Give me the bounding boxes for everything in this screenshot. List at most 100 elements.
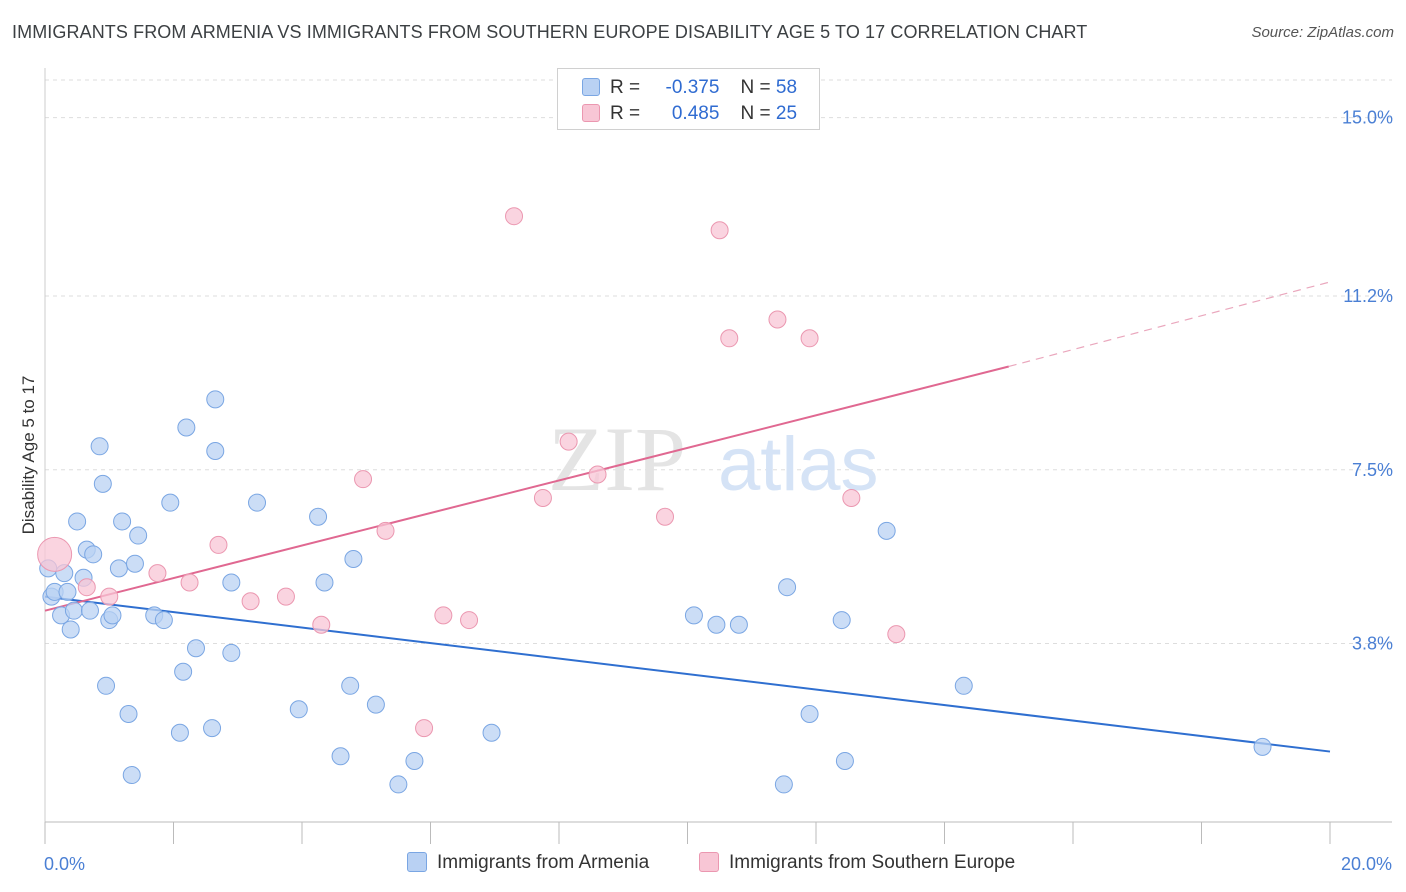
armenia-point <box>58 582 77 601</box>
legend-swatch-blue <box>582 78 600 96</box>
southern-europe-point <box>100 587 119 606</box>
armenia-point <box>170 723 189 742</box>
armenia-point <box>1253 737 1272 756</box>
southern-europe-point <box>148 564 167 583</box>
southern-europe-point <box>710 221 729 240</box>
armenia-point <box>103 606 122 625</box>
armenia-point <box>331 747 350 766</box>
armenia-point <box>778 578 797 597</box>
trend-line-armenia <box>44 595 1331 753</box>
legend-row-armenia: R = -0.375 N = 58 <box>582 77 797 99</box>
armenia-point <box>177 418 196 437</box>
legend-swatch-pink <box>582 104 600 122</box>
legend-n-value: 25 <box>775 103 798 124</box>
southern-europe-point <box>800 329 819 348</box>
armenia-point <box>64 601 83 620</box>
southern-europe-point <box>720 329 739 348</box>
y-tick-label: 7.5% <box>1352 460 1393 480</box>
trend-lines <box>44 281 1331 753</box>
armenia-point <box>366 695 385 714</box>
armenia-point <box>877 521 896 540</box>
armenia-point <box>122 766 141 785</box>
armenia-point <box>482 723 501 742</box>
armenia-point <box>61 620 80 639</box>
armenia-point <box>835 751 854 770</box>
series-legend: Immigrants from Armenia Immigrants from … <box>0 852 1406 878</box>
armenia-point <box>405 751 424 770</box>
trend-line-southern-europe-extension <box>1008 281 1331 368</box>
armenia-point <box>289 700 308 719</box>
armenia-point <box>119 704 138 723</box>
southern-europe-point <box>887 625 906 644</box>
legend-r-label: R = <box>610 103 641 124</box>
southern-europe-point <box>656 507 675 526</box>
armenia-point <box>90 437 109 456</box>
armenia-point <box>344 550 363 569</box>
trend-line-southern-europe <box>44 365 1009 612</box>
southern-europe-point <box>354 470 373 489</box>
stats-legend: R = -0.375 N = 58 R = 0.485 N = 25 <box>557 68 820 130</box>
southern-europe-point <box>37 536 73 572</box>
armenia-point <box>186 639 205 658</box>
legend-item-southern-europe: Immigrants from Southern Europe <box>699 852 1015 874</box>
armenia-point <box>222 643 241 662</box>
armenia-point <box>309 507 328 526</box>
legend-n-label: N = <box>740 77 771 98</box>
armenia-point <box>954 676 973 695</box>
legend-r-value: -0.375 <box>665 77 720 98</box>
armenia-point <box>125 554 144 573</box>
southern-europe-point <box>376 521 395 540</box>
southern-europe-point <box>842 488 861 507</box>
southern-europe-point <box>768 310 787 329</box>
armenia-point <box>341 676 360 695</box>
armenia-point <box>729 615 748 634</box>
y-tick-label: 15.0% <box>1342 108 1393 128</box>
southern-europe-point <box>505 207 524 226</box>
tick-labels: 3.8% 7.5% 11.2% 15.0% 0.0% 20.0% <box>44 108 1393 874</box>
armenia-point <box>154 611 173 630</box>
armenia-point <box>161 493 180 512</box>
chart-title: IMMIGRANTS FROM ARMENIA VS IMMIGRANTS FR… <box>12 22 1088 42</box>
armenia-point <box>389 775 408 794</box>
armenia-point <box>84 545 103 564</box>
axes <box>44 68 1392 844</box>
armenia-point <box>222 573 241 592</box>
x-tick-label: 0.0% <box>44 854 85 874</box>
armenia-point <box>315 573 334 592</box>
armenia-point <box>174 662 193 681</box>
southern-europe-point <box>209 535 228 554</box>
armenia-point <box>97 676 116 695</box>
armenia-point <box>684 606 703 625</box>
x-tick-label: 20.0% <box>1341 854 1392 874</box>
armenia-point <box>800 704 819 723</box>
southern-europe-point <box>180 573 199 592</box>
armenia-point <box>80 601 99 620</box>
armenia-point <box>113 512 132 531</box>
southern-europe-point <box>434 606 453 625</box>
data-points <box>37 207 1272 794</box>
armenia-point <box>832 611 851 630</box>
armenia-point <box>206 390 225 409</box>
legend-n-value: 58 <box>775 77 798 98</box>
source-label: Source: ZipAtlas.com <box>1251 24 1394 41</box>
y-tick-label: 11.2% <box>1343 286 1393 306</box>
armenia-point <box>774 775 793 794</box>
armenia-point <box>109 559 128 578</box>
southern-europe-point <box>588 465 607 484</box>
legend-n-label: N = <box>740 103 771 124</box>
southern-europe-point <box>312 615 331 634</box>
y-axis-label: Disability Age 5 to 17 <box>19 376 38 535</box>
legend-r-value: 0.485 <box>671 103 720 124</box>
y-tick-label: 3.8% <box>1352 634 1393 654</box>
southern-europe-point <box>559 432 578 451</box>
legend-swatch-pink <box>699 852 719 872</box>
southern-europe-point <box>415 719 434 738</box>
watermark: ZIP atlas <box>548 408 879 510</box>
legend-item-armenia: Immigrants from Armenia <box>407 852 649 874</box>
armenia-point <box>206 442 225 460</box>
armenia-point <box>707 615 726 634</box>
southern-europe-point <box>460 611 479 630</box>
legend-row-southern-europe: R = 0.485 N = 25 <box>582 103 797 125</box>
armenia-point <box>129 526 148 545</box>
watermark-zip: ZIP <box>548 408 686 510</box>
